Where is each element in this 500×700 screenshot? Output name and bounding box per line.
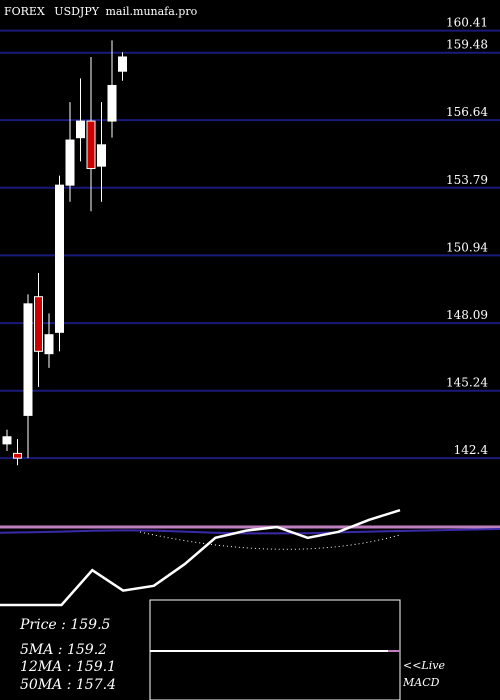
candle-up <box>23 303 33 416</box>
site-label: mail.munafa.pro <box>106 5 198 18</box>
candle-up <box>107 84 117 122</box>
price-stat: Price : 159.5 <box>19 617 111 633</box>
candle-up <box>76 120 85 139</box>
y-tick-label: 145.24 <box>446 376 488 390</box>
y-tick-label: 148.09 <box>446 308 488 322</box>
ma50-stat: 50MA : 157.4 <box>20 677 116 693</box>
y-tick-label: 153.79 <box>446 173 488 187</box>
live-label: <<Live <box>403 659 445 672</box>
y-tick-label: 160.41 <box>446 16 488 30</box>
candle-down <box>86 120 96 170</box>
candle-up <box>55 184 64 333</box>
candle-up <box>2 436 12 445</box>
candle-down <box>13 452 22 459</box>
y-tick-label: 142.4 <box>454 443 489 457</box>
macd-label: MACD <box>402 676 440 689</box>
price-axis-labels: 160.41 159.48 156.64 153.79 150.94 148.09 145.… <box>446 16 488 458</box>
candle-up <box>65 139 75 186</box>
macd-line <box>0 509 401 607</box>
candle-up <box>118 56 127 72</box>
candle-up <box>97 144 106 167</box>
y-tick-label: 159.48 <box>446 38 488 52</box>
signal-line <box>0 528 500 535</box>
ticker-label: USDJPY <box>54 5 99 18</box>
header-title: FOREX USDJPY mail.munafa.pro <box>4 5 198 18</box>
stats-block: Price : 159.5 5MA : 159.2 12MA : 159.1 5… <box>19 617 116 693</box>
macd-panel <box>0 509 500 607</box>
ma5-stat: 5MA : 159.2 <box>20 642 107 658</box>
candlestick-series <box>2 40 127 466</box>
histogram-dots <box>139 531 401 550</box>
y-tick-label: 156.64 <box>446 105 488 119</box>
candle-up <box>44 334 54 355</box>
ma12-stat: 12MA : 159.1 <box>20 659 116 675</box>
symbol-label: FOREX <box>4 5 45 18</box>
candle-down <box>34 296 43 352</box>
y-tick-label: 150.94 <box>446 240 488 254</box>
price-grid <box>0 29 500 460</box>
